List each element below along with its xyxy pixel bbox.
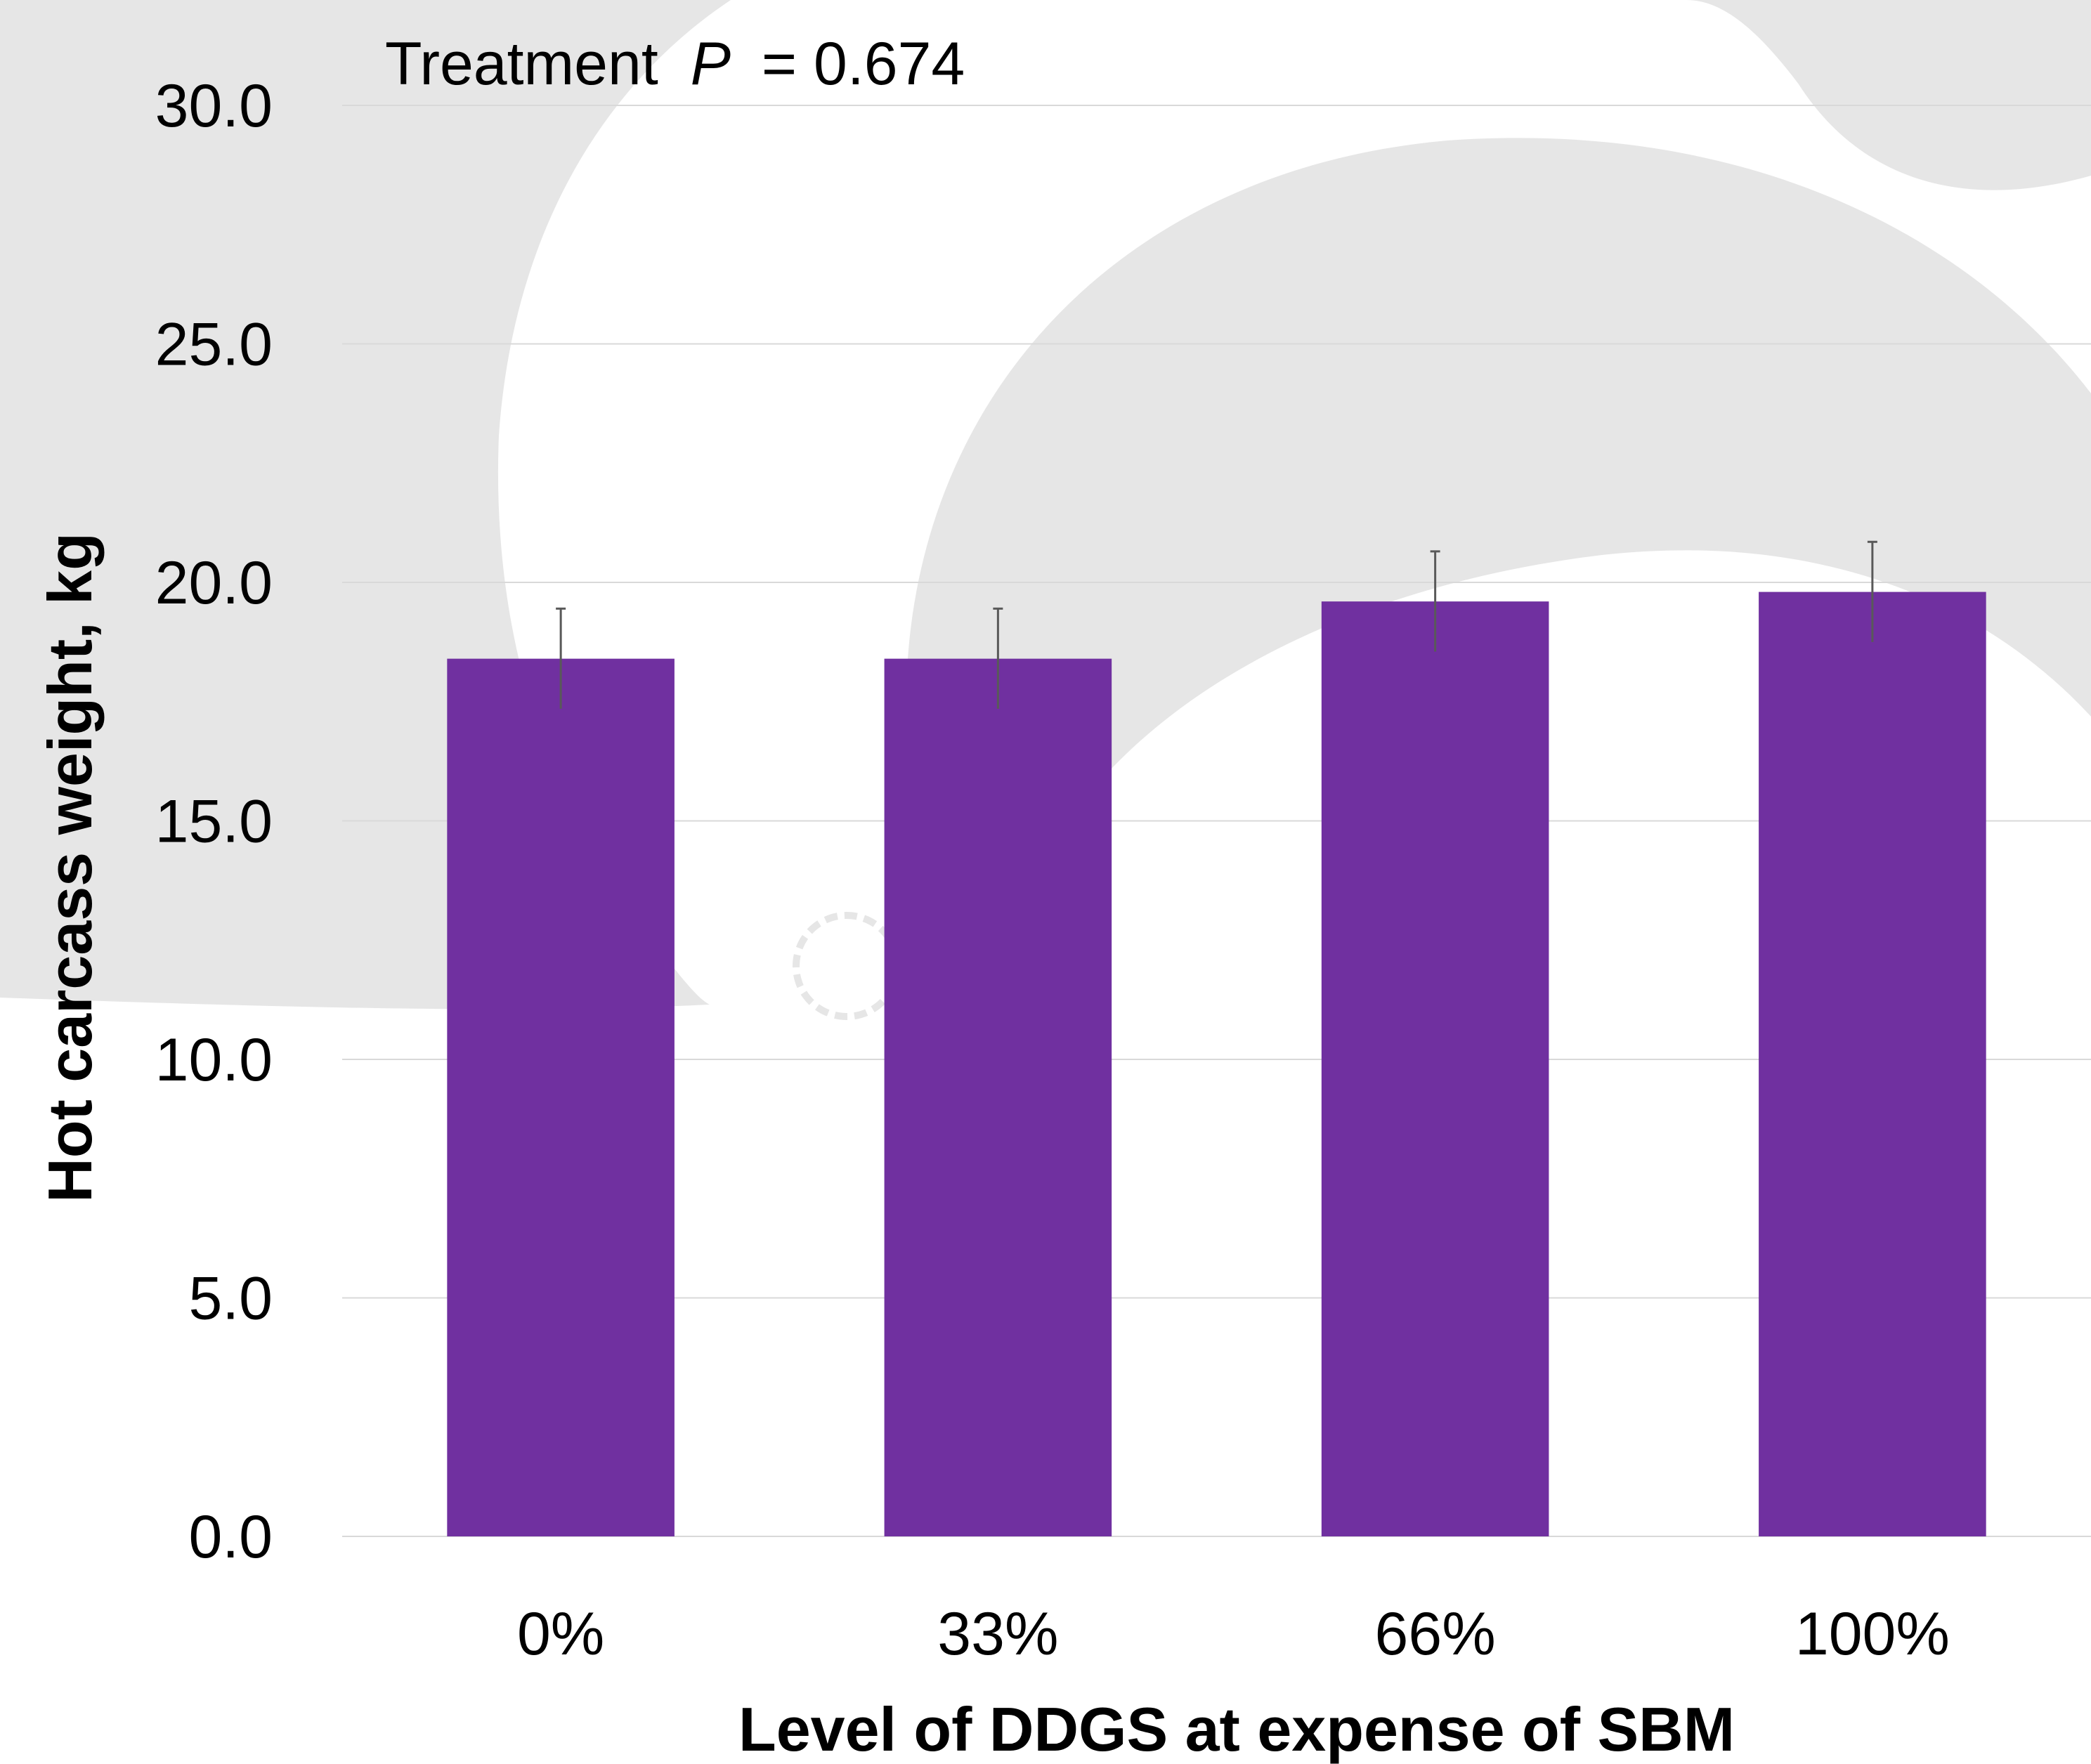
x-tick-label: 0% bbox=[517, 1600, 604, 1668]
x-tick-label: 66% bbox=[1375, 1600, 1496, 1668]
error-bars bbox=[556, 540, 1877, 709]
annotation-stat: P bbox=[691, 30, 731, 98]
x-tick-label: 33% bbox=[937, 1600, 1058, 1668]
bar-66pct bbox=[1321, 601, 1549, 1537]
bar-0pct bbox=[447, 658, 675, 1536]
x-axis-title: Level of DDGS at expense of SBM bbox=[738, 1694, 1735, 1764]
y-tick-label: 20.0 bbox=[155, 549, 273, 617]
annotation-value: = 0.674 bbox=[762, 30, 965, 98]
y-tick-label: 15.0 bbox=[155, 788, 273, 856]
y-tick-label: 25.0 bbox=[155, 311, 273, 379]
bar-100pct bbox=[1759, 592, 1986, 1536]
y-tick-label: 30.0 bbox=[155, 72, 273, 140]
x-tick-label: 100% bbox=[1795, 1600, 1950, 1668]
y-tick-label: 10.0 bbox=[155, 1026, 273, 1094]
y-tick-label: 5.0 bbox=[188, 1265, 273, 1333]
y-axis-ticks: 0.0 5.0 10.0 15.0 20.0 25.0 30.0 bbox=[155, 72, 273, 1571]
chart-annotation: Treatment P = 0.674 bbox=[385, 30, 965, 98]
y-axis-title: Hot carcass weight, kg bbox=[35, 533, 105, 1203]
y-tick-label: 0.0 bbox=[188, 1503, 273, 1571]
annotation-label: Treatment bbox=[385, 30, 658, 98]
x-axis-ticks: 0% 33% 66% 100% bbox=[517, 1600, 1950, 1668]
bars bbox=[447, 592, 1986, 1537]
bar-33pct bbox=[884, 658, 1112, 1536]
